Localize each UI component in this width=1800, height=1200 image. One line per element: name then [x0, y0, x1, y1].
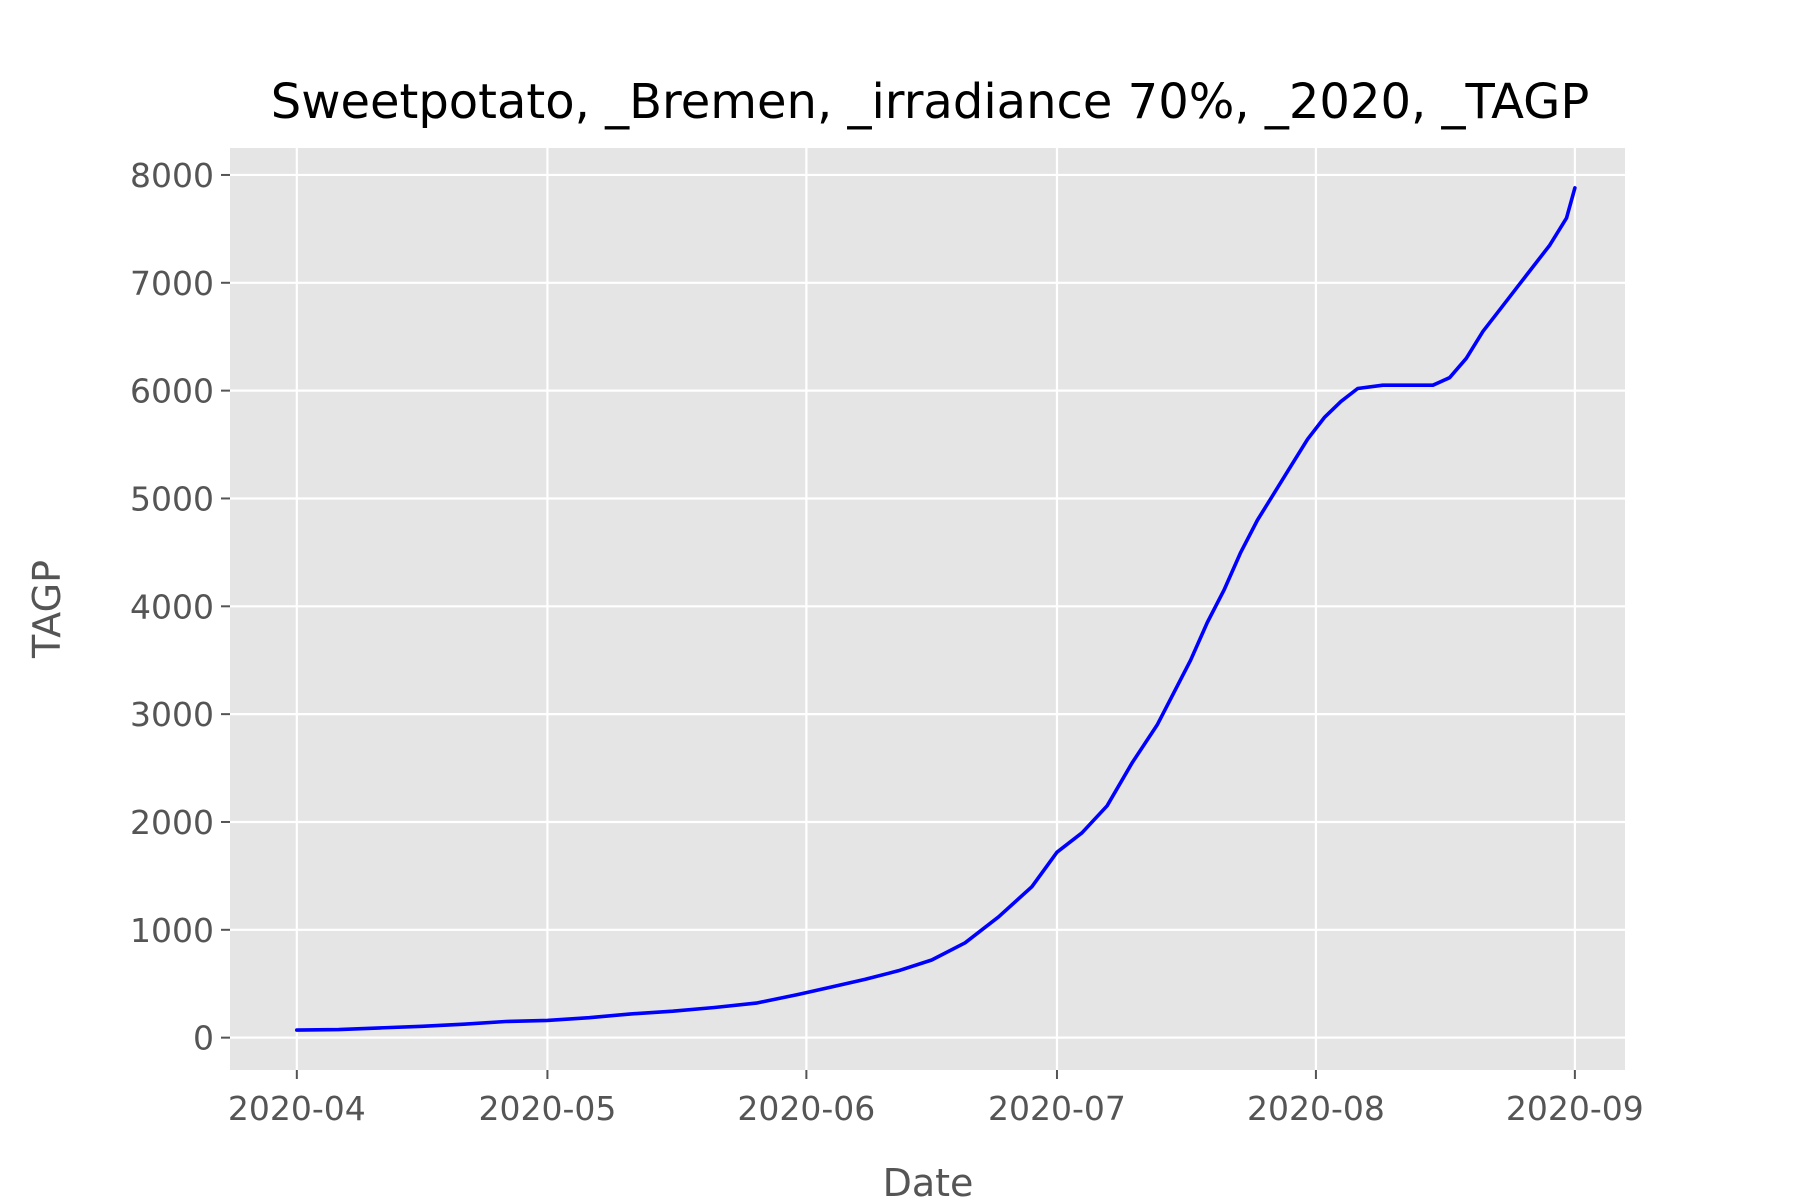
y-axis-ticks: 0 1000 2000 3000 4000 5000 6000 7000 8000 — [130, 156, 230, 1058]
series-layer — [294, 186, 1577, 1032]
x-tick-label: 2020-06 — [737, 1089, 875, 1128]
y-tick-label: 0 — [193, 1019, 214, 1058]
y-tick-label: 7000 — [130, 264, 214, 303]
chart-title: Sweetpotato, _Bremen, _irradiance 70%, _… — [271, 74, 1590, 130]
y-tick-label: 1000 — [130, 911, 214, 950]
x-tick-label: 2020-07 — [988, 1089, 1126, 1128]
x-tick-label: 2020-05 — [478, 1089, 616, 1128]
y-tick-label: 2000 — [130, 803, 214, 842]
x-axis-label: Date — [883, 1161, 974, 1200]
horizontal-grid-lines — [230, 173, 1625, 1039]
y-tick-label: 5000 — [130, 479, 214, 518]
x-tick-label: 2020-09 — [1506, 1089, 1644, 1128]
vertical-grid-lines — [295, 148, 1576, 1070]
x-tick-label: 2020-08 — [1247, 1089, 1385, 1128]
x-axis-ticks: 2020-04 2020-05 2020-06 2020-07 2020-08 2020-… — [228, 1070, 1644, 1128]
y-tick-label: 6000 — [130, 372, 214, 411]
y-tick-label: 4000 — [130, 587, 214, 626]
x-tick-label: 2020-04 — [228, 1089, 366, 1128]
y-tick-label: 3000 — [130, 695, 214, 734]
y-tick-label: 8000 — [130, 156, 214, 195]
plot-area — [230, 148, 1625, 1070]
series-line — [294, 186, 1577, 1032]
y-axis-label: TAGP — [25, 560, 69, 659]
